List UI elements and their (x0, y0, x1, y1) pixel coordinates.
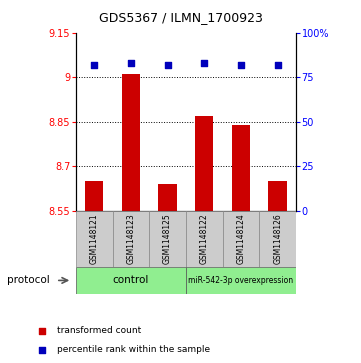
Text: control: control (113, 276, 149, 285)
Bar (113, 211, 149, 267)
Text: transformed count: transformed count (57, 326, 142, 335)
Point (275, 62, 280, 68)
Text: protocol: protocol (7, 276, 50, 285)
Text: GSM1148125: GSM1148125 (163, 213, 172, 264)
Bar (186, 211, 223, 267)
Point (238, 62, 244, 68)
Text: percentile rank within the sample: percentile rank within the sample (57, 345, 210, 354)
Bar (158, 184, 177, 211)
Text: GDS5367 / ILMN_1700923: GDS5367 / ILMN_1700923 (99, 11, 262, 24)
Bar (195, 116, 213, 211)
Text: GSM1148121: GSM1148121 (90, 213, 99, 264)
Bar (269, 181, 287, 211)
Bar (186, 267, 296, 294)
Bar (76, 267, 186, 294)
Text: GSM1148126: GSM1148126 (273, 213, 282, 264)
Bar (122, 74, 140, 211)
Bar (149, 211, 186, 267)
Point (39, 328, 44, 334)
Text: GSM1148124: GSM1148124 (236, 213, 245, 264)
Point (201, 60, 207, 66)
Point (39, 347, 44, 353)
Bar (85, 181, 103, 211)
Bar (259, 211, 296, 267)
Bar (223, 211, 259, 267)
Point (165, 62, 170, 68)
Bar (232, 125, 250, 211)
Text: miR-542-3p overexpression: miR-542-3p overexpression (188, 276, 293, 285)
Text: GSM1148123: GSM1148123 (126, 213, 135, 264)
Text: GSM1148122: GSM1148122 (200, 213, 209, 264)
Bar (76, 211, 113, 267)
Point (128, 60, 134, 66)
Point (91, 62, 97, 68)
